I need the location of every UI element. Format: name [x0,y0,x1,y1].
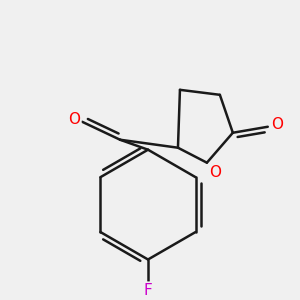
Text: O: O [271,117,283,132]
Text: O: O [209,165,221,180]
Text: O: O [68,112,80,127]
Text: F: F [144,283,152,298]
